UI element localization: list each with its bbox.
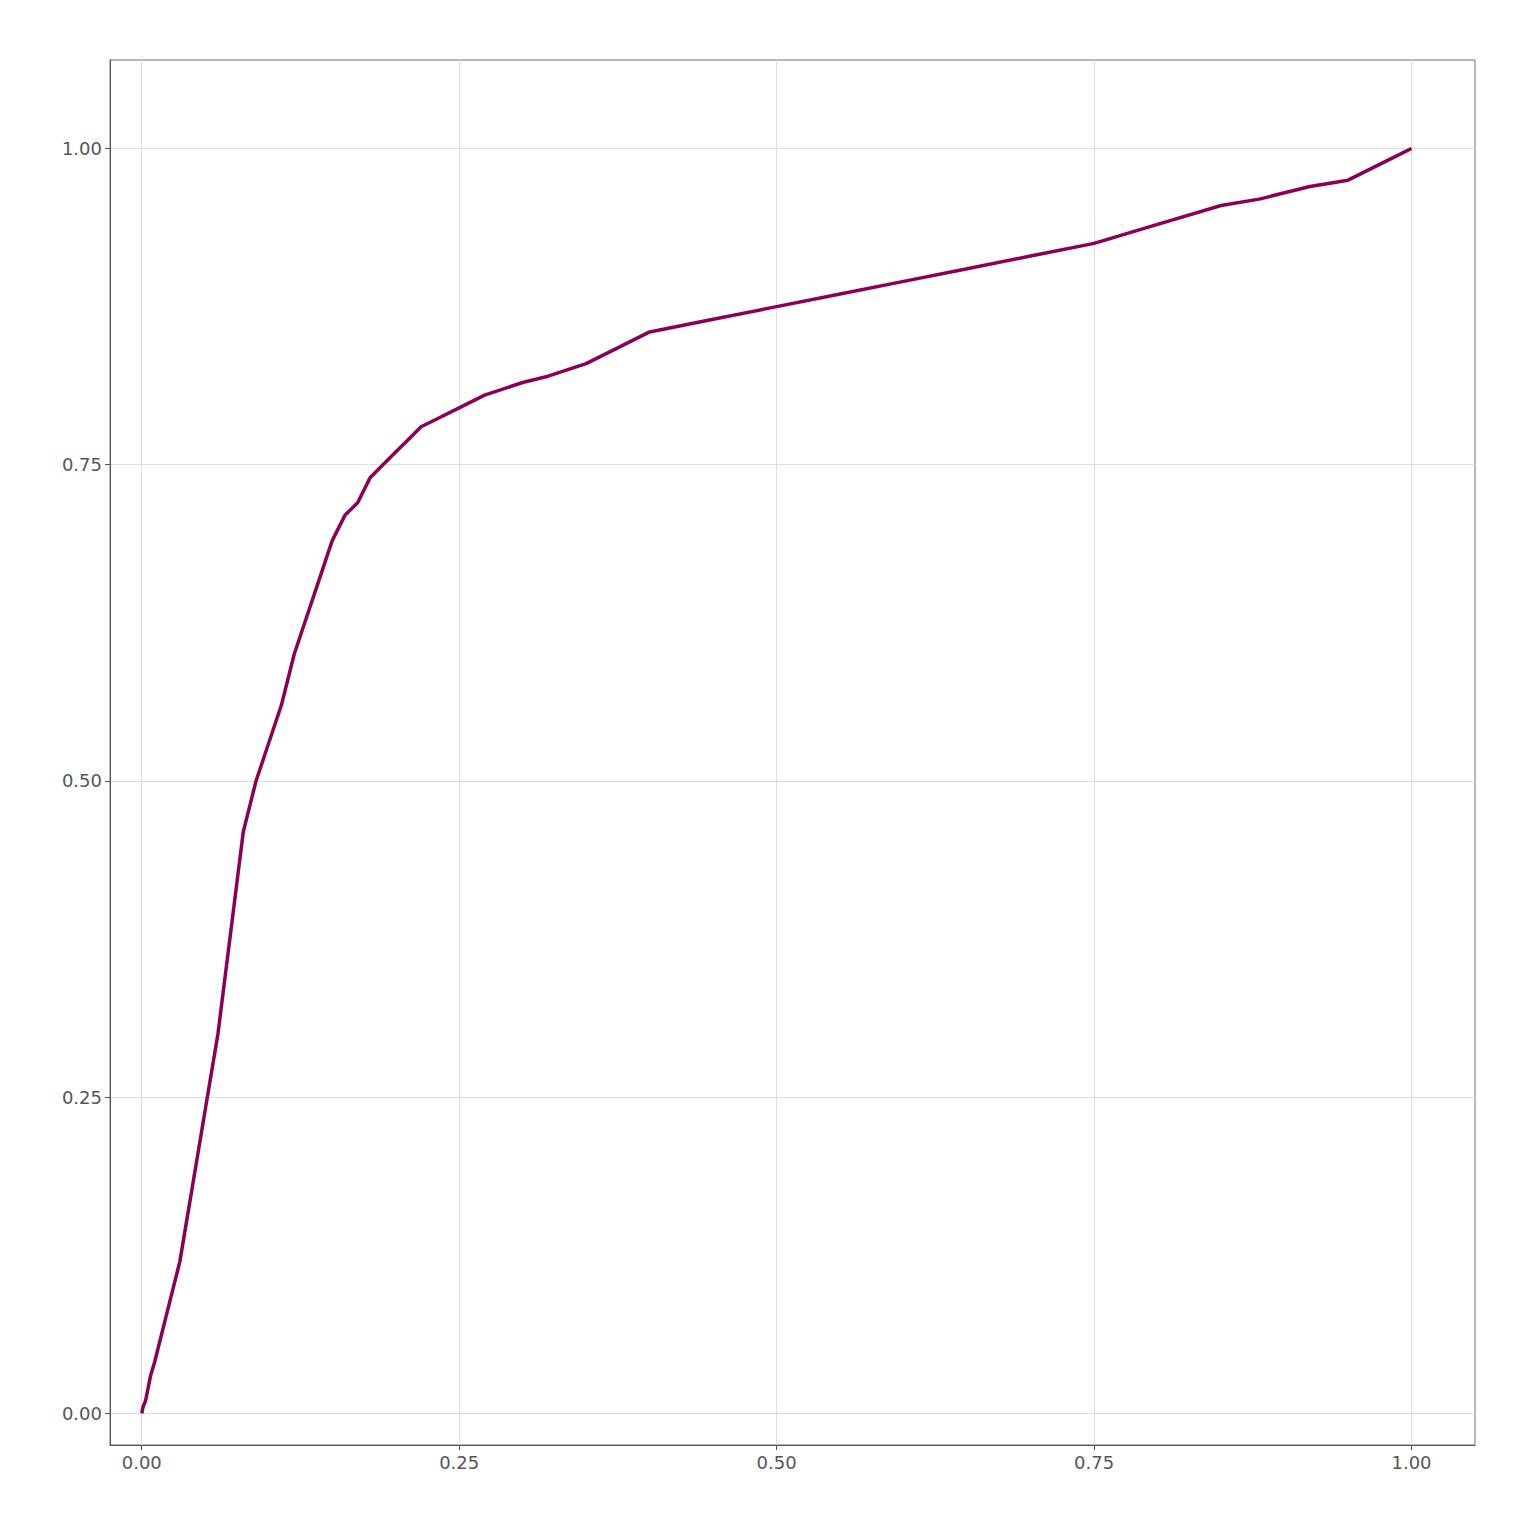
svg-text:0.50: 0.50 [757,1452,797,1473]
svg-text:0.00: 0.00 [122,1452,162,1473]
svg-text:1.00: 1.00 [1391,1452,1431,1473]
svg-text:0.00: 0.00 [62,1403,102,1424]
svg-text:0.75: 0.75 [1074,1452,1114,1473]
svg-text:0.75: 0.75 [62,454,102,475]
svg-text:0.50: 0.50 [62,770,102,791]
svg-text:0.25: 0.25 [62,1087,102,1108]
svg-text:1.00: 1.00 [62,138,102,159]
svg-text:0.25: 0.25 [439,1452,479,1473]
